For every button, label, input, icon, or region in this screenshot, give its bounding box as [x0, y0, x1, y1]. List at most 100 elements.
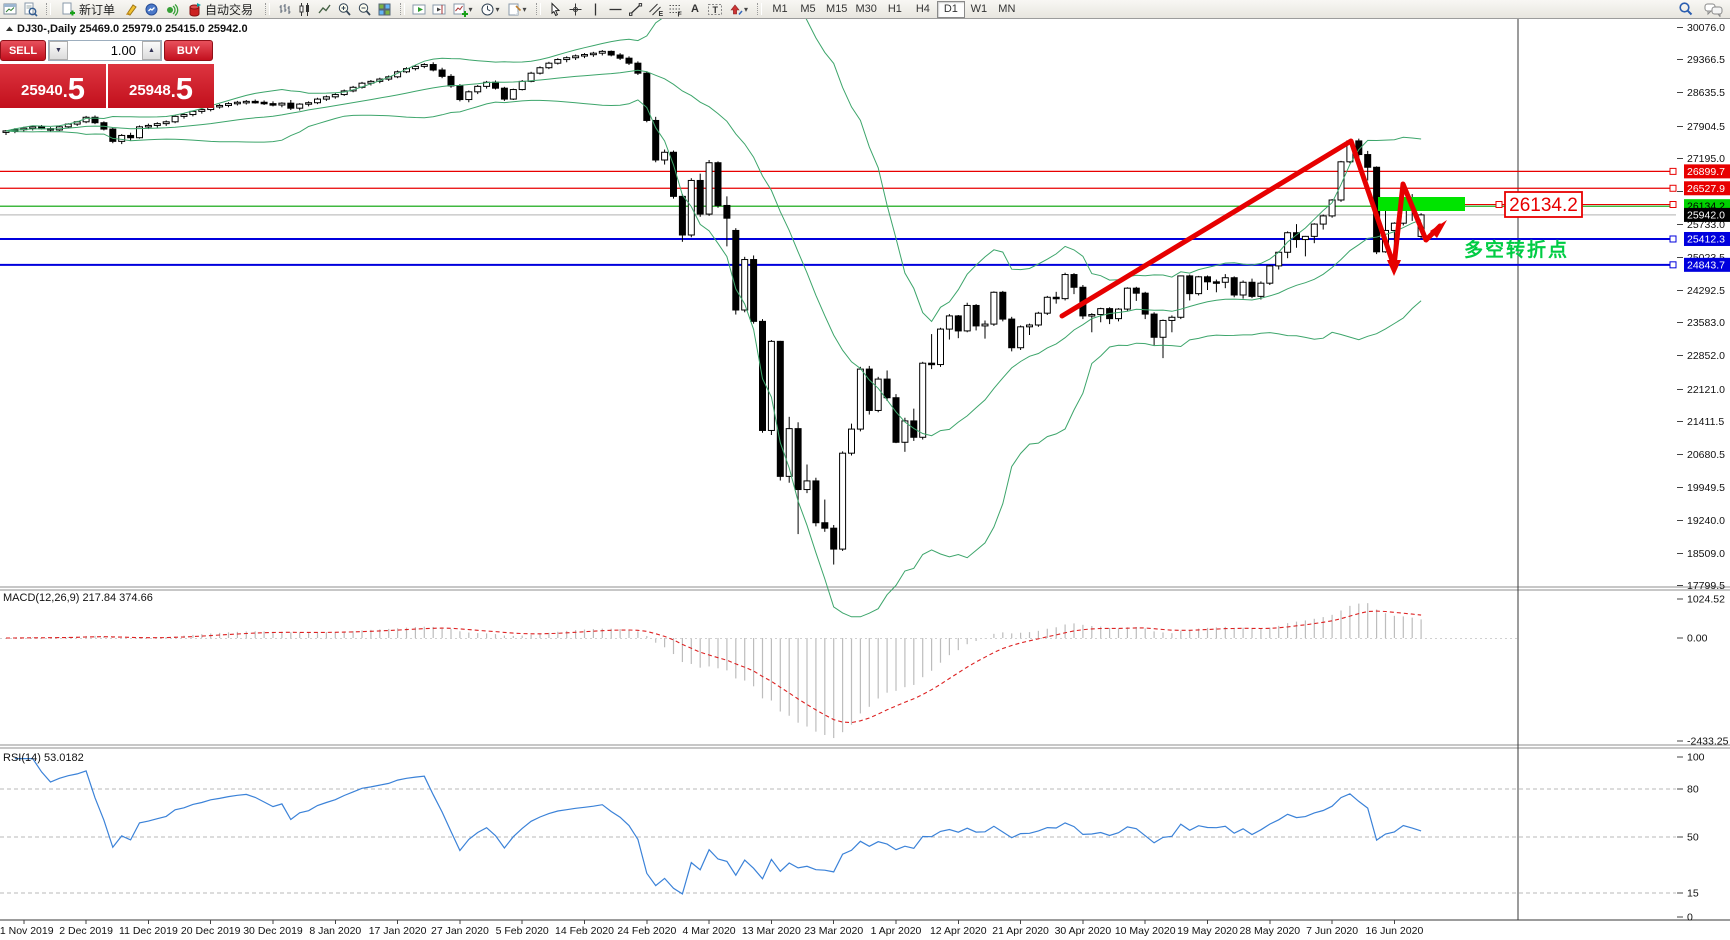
svg-text:27904.5: 27904.5	[1687, 121, 1725, 133]
market-watch-icon[interactable]	[141, 1, 161, 17]
svg-text:30 Apr 2020: 30 Apr 2020	[1055, 925, 1112, 937]
svg-text:16 Jun 2020: 16 Jun 2020	[1365, 925, 1423, 937]
volume-decrease-button[interactable]: ▼	[49, 41, 68, 60]
periods-icon[interactable]: ▾	[476, 1, 503, 17]
crosshair-tool-icon[interactable]	[565, 1, 585, 17]
sell-price[interactable]: 25940. 5	[0, 64, 106, 108]
timeframe-m30-button[interactable]: M30	[855, 3, 877, 15]
tile-windows-icon[interactable]	[374, 1, 394, 17]
signals-icon[interactable]	[161, 1, 181, 17]
trendline-tool-icon[interactable]	[625, 1, 645, 17]
chart-shift-icon[interactable]	[429, 1, 449, 17]
svg-text:27 Jan 2020: 27 Jan 2020	[431, 925, 489, 937]
timeframe-m5-button[interactable]: M5	[800, 3, 816, 15]
annotations[interactable]: 26134.2 多空转折点	[1059, 138, 1677, 319]
volume-input[interactable]	[68, 41, 142, 60]
svg-text:0: 0	[1687, 912, 1693, 924]
svg-text:26527.9: 26527.9	[1687, 183, 1725, 195]
profiles-icon[interactable]	[20, 1, 40, 17]
svg-text:29366.5: 29366.5	[1687, 54, 1725, 66]
svg-text:22852.0: 22852.0	[1687, 350, 1725, 362]
svg-text:1 Apr 2020: 1 Apr 2020	[871, 925, 922, 937]
svg-text:24843.7: 24843.7	[1687, 259, 1725, 271]
toolbar-separator	[46, 3, 51, 15]
candlestick-chart-type-icon[interactable]	[294, 1, 314, 17]
styler-icon[interactable]	[121, 1, 141, 17]
price-callout-text: 26134.2	[1509, 195, 1578, 216]
svg-text:25733.0: 25733.0	[1687, 219, 1725, 231]
svg-text:2 Dec 2019: 2 Dec 2019	[59, 925, 113, 937]
new-order-button[interactable]: 新订单	[55, 1, 121, 17]
svg-text:20 Dec 2019: 20 Dec 2019	[181, 925, 241, 937]
toolbar-separator	[265, 3, 271, 15]
macd-label: MACD(12,26,9) 217.84 374.66	[3, 592, 153, 604]
svg-text:17 Jan 2020: 17 Jan 2020	[369, 925, 427, 937]
timeframe-h4-button[interactable]: H4	[915, 3, 930, 15]
svg-text:10 May 2020: 10 May 2020	[1115, 925, 1176, 937]
svg-text:4 Mar 2020: 4 Mar 2020	[683, 925, 736, 937]
macd-pane: 1024.52 0.00 -2433.25 MACD(12,26,9) 217.84 …	[0, 592, 1729, 748]
svg-text:8 Jan 2020: 8 Jan 2020	[309, 925, 361, 937]
svg-text:5 Feb 2020: 5 Feb 2020	[496, 925, 549, 937]
cursor-tool-icon[interactable]	[545, 1, 565, 17]
indicators-icon[interactable]: ▾	[449, 1, 476, 17]
chat-icon[interactable]	[1704, 1, 1724, 17]
timeframe-m1-button[interactable]: M1	[772, 3, 788, 15]
sell-button[interactable]: SELL	[0, 40, 46, 61]
autotrading-icon	[189, 2, 202, 16]
arrows-tool-icon[interactable]: ▾	[725, 1, 751, 17]
timeframe-w1-button[interactable]: W1	[970, 3, 988, 15]
svg-text:19949.5: 19949.5	[1687, 482, 1725, 494]
buy-price[interactable]: 25948. 5	[108, 64, 214, 108]
svg-text:19240.0: 19240.0	[1687, 515, 1725, 527]
candles	[2, 50, 1425, 565]
toolbar-separator	[757, 3, 763, 15]
svg-text:21411.5: 21411.5	[1687, 416, 1724, 428]
text-label-tool-icon[interactable]: T	[705, 1, 725, 17]
pane-frames	[0, 19, 1730, 921]
autotrading-button[interactable]: 自动交易	[181, 1, 259, 17]
svg-text:7 Jun 2020: 7 Jun 2020	[1306, 925, 1358, 937]
svg-text:28635.5: 28635.5	[1687, 87, 1725, 99]
timeframe-mn-button[interactable]: MN	[998, 3, 1016, 15]
one-click-trading-panel: SELL ▼ ▲ BUY 25940.5 25948.5	[0, 40, 214, 108]
svg-text:E: E	[658, 11, 663, 17]
timeframe-h1-button[interactable]: H1	[887, 3, 902, 15]
zoom-out-icon[interactable]	[354, 1, 374, 17]
bar-chart-type-icon[interactable]	[274, 1, 294, 17]
support-zone-rectangle	[1378, 197, 1465, 211]
svg-text:11 Dec 2019: 11 Dec 2019	[119, 925, 178, 937]
text-tool-icon[interactable]: A	[691, 3, 699, 15]
symbol-period-ohlc-text: DJ30-,Daily 25469.0 25979.0 25415.0 2594…	[17, 23, 248, 35]
price-axis[interactable]: 30076.029366.528635.527904.527195.026464…	[1677, 22, 1725, 592]
new-chart-icon[interactable]	[0, 1, 20, 17]
search-icon[interactable]	[1676, 1, 1696, 17]
svg-text:23583.0: 23583.0	[1687, 317, 1725, 329]
svg-text:20680.5: 20680.5	[1687, 449, 1725, 461]
auto-scroll-icon[interactable]	[409, 1, 429, 17]
svg-text:26899.7: 26899.7	[1687, 166, 1725, 178]
toolbar: 新订单 自动交易	[0, 0, 1730, 19]
svg-text:100: 100	[1687, 752, 1705, 764]
svg-text:19 May 2020: 19 May 2020	[1177, 925, 1238, 937]
templates-icon[interactable]: ▾	[503, 1, 530, 17]
vertical-line-tool-icon[interactable]	[585, 1, 605, 17]
line-chart-type-icon[interactable]	[314, 1, 334, 17]
svg-text:22121.0: 22121.0	[1687, 384, 1725, 396]
buy-button[interactable]: BUY	[164, 40, 213, 61]
horizontal-line-tool-icon[interactable]	[605, 1, 625, 17]
trend-zigzag-arrow	[1059, 138, 1443, 319]
timeframe-d1-button[interactable]: D1	[936, 0, 965, 18]
timeframe-m15-button[interactable]: M15	[826, 3, 848, 15]
volume-increase-button[interactable]: ▲	[142, 41, 161, 60]
svg-text:14 Feb 2020: 14 Feb 2020	[555, 925, 614, 937]
svg-text:28 May 2020: 28 May 2020	[1239, 925, 1300, 937]
svg-text:0.00: 0.00	[1687, 633, 1708, 645]
equidistant-channel-tool-icon[interactable]: E	[645, 1, 665, 17]
zoom-in-icon[interactable]	[334, 1, 354, 17]
price-divider	[106, 64, 108, 108]
fibonacci-tool-icon[interactable]: F	[665, 1, 685, 17]
